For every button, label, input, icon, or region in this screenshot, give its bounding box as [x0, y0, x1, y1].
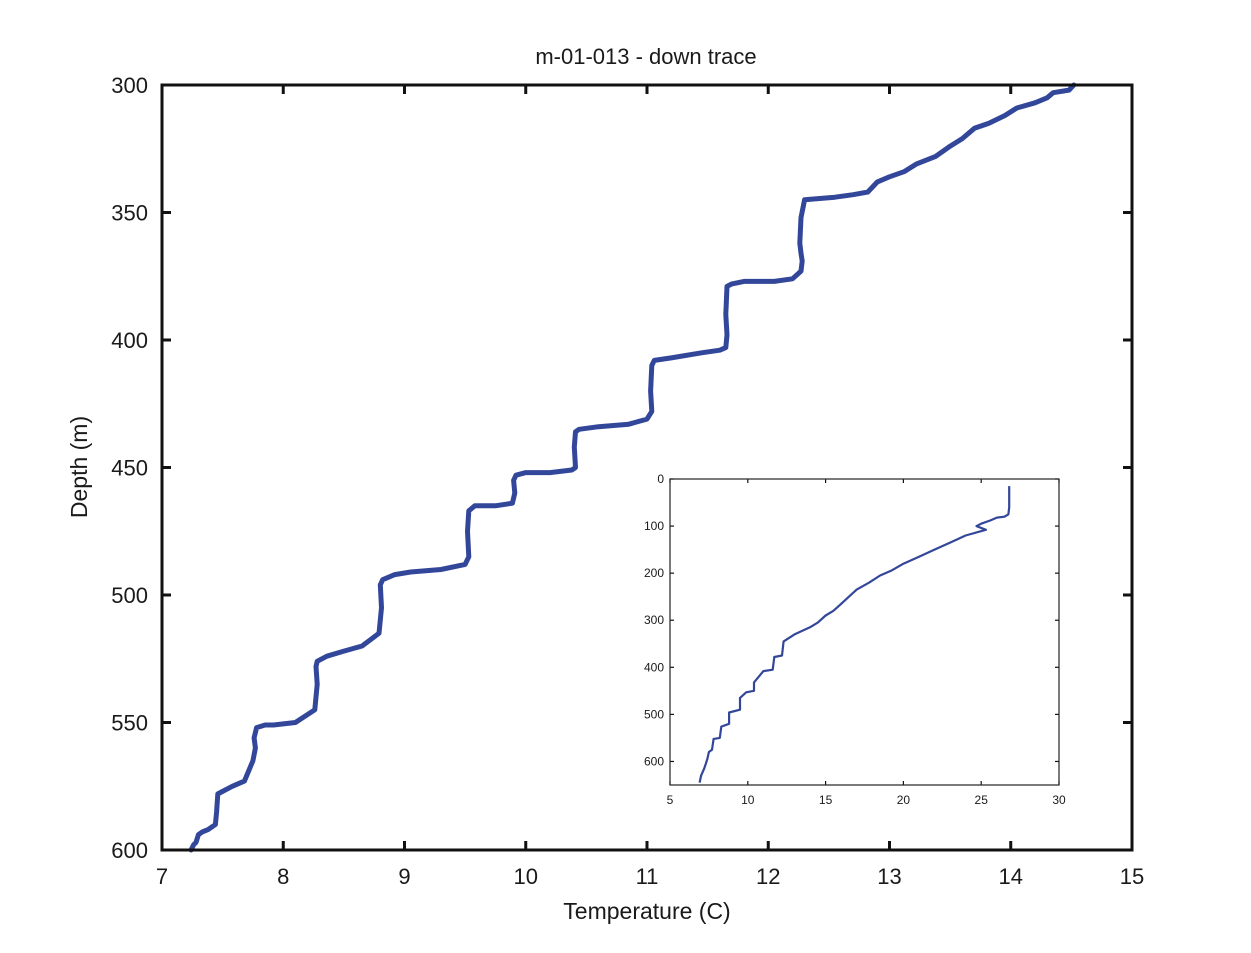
- main-x-tick-label: 11: [636, 864, 659, 889]
- main-x-tick-label: 10: [514, 864, 538, 889]
- main-x-tick-label: 13: [877, 864, 901, 889]
- inset-y-tick-label: 200: [644, 566, 664, 580]
- inset-x-tick-label: 10: [741, 793, 755, 807]
- main-x-tick-label: 12: [756, 864, 780, 889]
- inset-y-tick-label: 100: [644, 519, 664, 533]
- inset-y-tick-label: 500: [644, 707, 664, 721]
- inset-y-tick-label: 0: [657, 472, 664, 486]
- main-y-tick-label: 550: [111, 711, 148, 736]
- main-plot-frame: [160, 83, 1134, 852]
- inset-x-tick-label: 20: [897, 793, 911, 807]
- inset-x-tick-label: 30: [1052, 793, 1066, 807]
- main-x-tick-label: 15: [1120, 864, 1144, 889]
- inset-x-tick-label: 15: [819, 793, 833, 807]
- main-y-tick-label: 500: [111, 583, 148, 608]
- main-y-tick-label: 300: [111, 73, 148, 98]
- main-x-tick-label: 9: [398, 864, 410, 889]
- inset-x-tick-label: 5: [667, 793, 674, 807]
- main-y-tick-label: 400: [111, 328, 148, 353]
- main-y-axis-title: Depth (m): [66, 416, 92, 518]
- inset-y-tick-label: 300: [644, 613, 664, 627]
- main-chart: m-01-013 - down trace 7 8 9 10 11 12 13 14 15300…: [66, 44, 1144, 924]
- main-x-tick-label: 14: [999, 864, 1023, 889]
- main-y-tick-label: 450: [111, 456, 148, 481]
- main-x-tick-label: 8: [277, 864, 289, 889]
- main-series-line: [188, 82, 1077, 853]
- main-chart-title: m-01-013 - down trace: [535, 44, 756, 69]
- inset-series-line: [698, 486, 1011, 783]
- main-x-axis-title: Temperature (C): [563, 898, 730, 924]
- inset-background: [670, 479, 1059, 785]
- main-y-tick-label: 350: [111, 201, 148, 226]
- inset-y-tick-label: 400: [644, 660, 664, 674]
- inset-x-tick-label: 25: [975, 793, 989, 807]
- inset-y-tick-label: 600: [644, 754, 664, 768]
- main-x-tick-label: 7: [156, 864, 168, 889]
- inset-plot-frame: [669, 478, 1060, 786]
- main-y-tick-label: 600: [111, 838, 148, 863]
